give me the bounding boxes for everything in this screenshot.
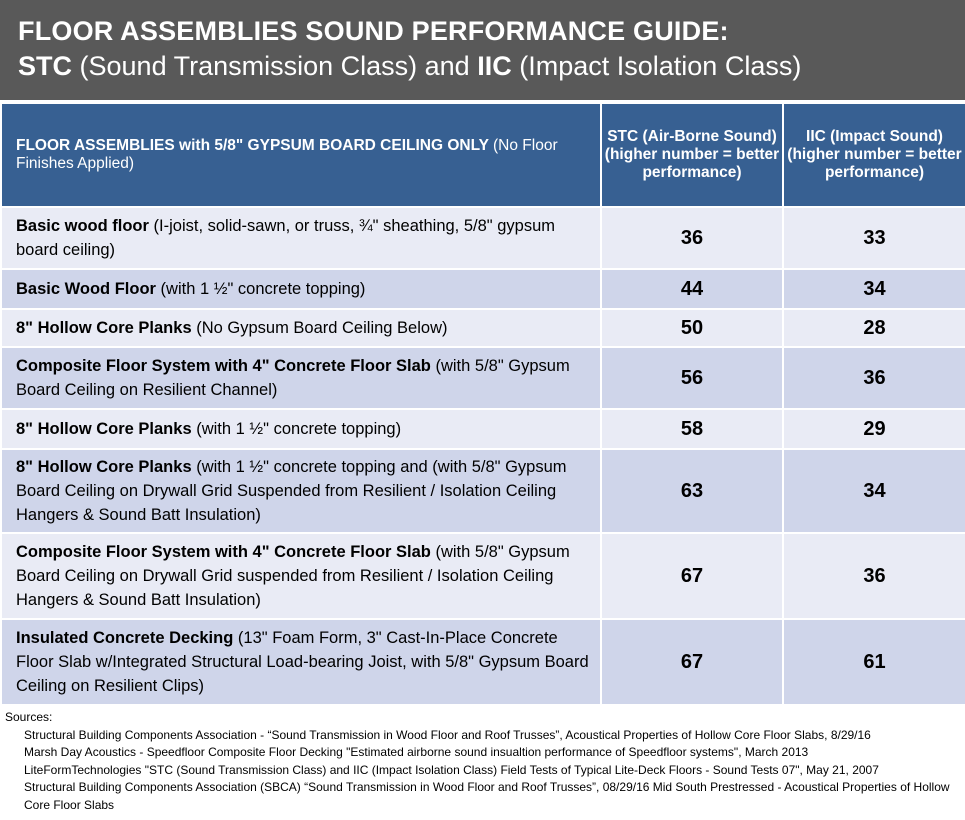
assembly-name: Insulated Concrete Decking [16, 629, 234, 647]
sources-label: Sources: [5, 710, 53, 724]
stc-value: 58 [600, 408, 784, 450]
assemblies-table: FLOOR ASSEMBLIES with 5/8" GYPSUM BOARD … [0, 102, 965, 706]
sources: Sources: Structural Building Components … [0, 706, 965, 814]
stc-abbr: STC [18, 51, 72, 81]
table-header: FLOOR ASSEMBLIES with 5/8" GYPSUM BOARD … [0, 102, 965, 208]
assembly-cell: 8" Hollow Core Planks (with 1 ½" concret… [0, 448, 602, 534]
iic-abbr: IIC [477, 51, 512, 81]
stc-value: 67 [600, 532, 784, 620]
table-row: Insulated Concrete Decking (13" Foam For… [0, 618, 965, 706]
iic-value: 61 [782, 618, 965, 706]
assembly-name: 8" Hollow Core Planks [16, 319, 192, 337]
iic-value: 28 [782, 308, 965, 348]
table-row: 8" Hollow Core Planks (No Gypsum Board C… [0, 308, 965, 348]
iic-value: 29 [782, 408, 965, 450]
stc-value: 67 [600, 618, 784, 706]
assembly-detail: (with 1 ½" concrete topping and (with 5/… [16, 458, 567, 524]
assembly-detail: (No Gypsum Board Ceiling Below) [196, 319, 448, 337]
iic-value: 36 [782, 346, 965, 410]
assembly-cell: 8" Hollow Core Planks (No Gypsum Board C… [0, 308, 602, 348]
table-row: Basic wood floor (I-joist, solid-sawn, o… [0, 206, 965, 270]
stc-value: 56 [600, 346, 784, 410]
stc-value: 36 [600, 206, 784, 270]
table-row: 8" Hollow Core Planks (with 1 ½" concret… [0, 448, 965, 534]
table-row: Composite Floor System with 4" Concrete … [0, 346, 965, 410]
header-assemblies: FLOOR ASSEMBLIES with 5/8" GYPSUM BOARD … [0, 102, 602, 208]
source-item: Structural Building Components Associati… [24, 727, 871, 742]
assembly-name: 8" Hollow Core Planks [16, 420, 192, 438]
header-bold: FLOOR ASSEMBLIES with 5/8" GYPSUM BOARD … [16, 137, 489, 154]
assembly-cell: Basic Wood Floor (with 1 ½" concrete top… [0, 268, 602, 310]
header-iic: IIC (Impact Sound) (higher number = bett… [782, 102, 965, 208]
stc-full: (Sound Transmission Class) and [79, 51, 470, 81]
table-row: Basic Wood Floor (with 1 ½" concrete top… [0, 268, 965, 310]
assembly-cell: Insulated Concrete Decking (13" Foam For… [0, 618, 602, 706]
table-row: 8" Hollow Core Planks (with 1 ½" concret… [0, 408, 965, 450]
assembly-name: Composite Floor System with 4" Concrete … [16, 543, 431, 561]
iic-value: 33 [782, 206, 965, 270]
iic-value: 36 [782, 532, 965, 620]
table-row: Composite Floor System with 4" Concrete … [0, 532, 965, 620]
assembly-detail: (13" Foam Form, 3" Cast-In-Place Concret… [16, 629, 589, 695]
title-line-1: FLOOR ASSEMBLIES SOUND PERFORMANCE GUIDE… [18, 16, 729, 46]
assembly-detail: (with 1 ½" concrete topping) [196, 420, 402, 438]
assembly-detail: (with 1 ½" concrete topping) [160, 280, 366, 298]
assembly-cell: 8" Hollow Core Planks (with 1 ½" concret… [0, 408, 602, 450]
stc-value: 63 [600, 448, 784, 534]
source-item: LiteFormTechnologies "STC (Sound Transmi… [24, 762, 879, 777]
header-stc: STC (Air-Borne Sound) (higher number = b… [600, 102, 784, 208]
header-normal: (No Floor Finishes Applied) [16, 137, 558, 172]
source-item: Structural Building Components Associati… [24, 780, 950, 812]
assembly-detail: (I-joist, solid-sawn, or truss, ¾" sheat… [16, 217, 555, 259]
title-line-2: STC (Sound Transmission Class) and IIC (… [18, 48, 965, 84]
assembly-name: Basic wood floor [16, 217, 149, 235]
assembly-detail: (with 5/8" Gypsum Board Ceiling on Resil… [16, 357, 570, 399]
assembly-cell: Composite Floor System with 4" Concrete … [0, 346, 602, 410]
iic-full: (Impact Isolation Class) [519, 51, 802, 81]
iic-value: 34 [782, 268, 965, 310]
iic-value: 34 [782, 448, 965, 534]
stc-value: 50 [600, 308, 784, 348]
assembly-name: Composite Floor System with 4" Concrete … [16, 357, 431, 375]
assembly-name: Basic Wood Floor [16, 280, 156, 298]
assembly-detail: (with 5/8" Gypsum Board Ceiling on Drywa… [16, 543, 570, 609]
assembly-name: 8" Hollow Core Planks [16, 458, 192, 476]
assembly-cell: Basic wood floor (I-joist, solid-sawn, o… [0, 206, 602, 270]
title-banner: FLOOR ASSEMBLIES SOUND PERFORMANCE GUIDE… [0, 0, 965, 102]
source-item: Marsh Day Acoustics - Speedfloor Composi… [24, 745, 809, 759]
assembly-cell: Composite Floor System with 4" Concrete … [0, 532, 602, 620]
stc-value: 44 [600, 268, 784, 310]
